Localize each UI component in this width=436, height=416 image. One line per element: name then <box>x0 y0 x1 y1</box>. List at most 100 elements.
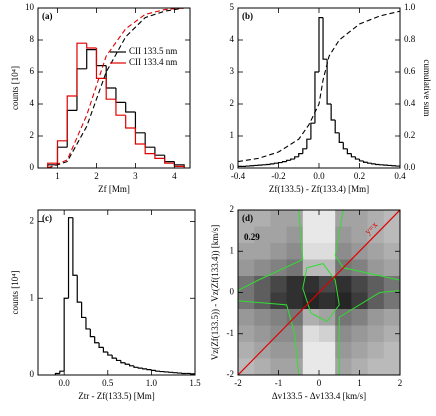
heatmap-cell <box>351 358 369 375</box>
histogram-step <box>150 369 156 371</box>
y-tick-label: 1 <box>230 130 235 140</box>
heatmap-cell <box>383 243 400 260</box>
histogram-step <box>146 368 152 371</box>
histogram-step <box>47 162 58 168</box>
heatmap-cell <box>302 358 320 375</box>
heatmap-cell <box>367 309 385 326</box>
histogram-step <box>125 115 136 129</box>
histogram-step <box>105 78 116 100</box>
histogram-step <box>144 144 155 155</box>
histogram-step <box>89 328 95 338</box>
cumulative-line <box>238 10 400 163</box>
histogram-step <box>120 360 126 364</box>
heatmap-cell <box>367 276 385 293</box>
histogram-step <box>102 347 108 353</box>
histogram-step <box>66 95 77 141</box>
heatmap-cell <box>302 325 320 343</box>
heatmap-cell <box>351 292 369 310</box>
heatmap-cell <box>254 226 271 244</box>
histogram-step <box>142 368 148 370</box>
y-tick-label: 0 <box>230 162 235 172</box>
histogram-step <box>134 128 146 145</box>
x-tick-label: 1.0 <box>146 378 158 388</box>
x-tick-label: 0.5 <box>102 378 114 388</box>
heatmap-cell <box>238 259 255 277</box>
histogram-step <box>238 165 243 168</box>
histogram-step <box>76 68 87 111</box>
x-tick-label: 3 <box>133 171 138 181</box>
heatmap-cell <box>319 309 336 326</box>
heatmap-cell <box>286 259 304 277</box>
histogram-step <box>290 158 295 161</box>
heatmap-cell <box>319 342 336 359</box>
heatmap-cell <box>238 342 255 359</box>
heatmap-cell <box>238 243 255 260</box>
y-axis-label: counts [10⁴] <box>10 271 20 315</box>
heatmap-cell <box>270 292 288 310</box>
histogram-step <box>173 161 185 168</box>
x-tick-label: 0.2 <box>354 171 365 181</box>
histogram-step <box>302 148 307 154</box>
heatmap-cell <box>335 276 352 293</box>
x-tick-label: 0 <box>317 378 322 388</box>
histogram-step <box>95 48 107 79</box>
x-tick-label: 1.5 <box>189 378 201 388</box>
panel-label: (d) <box>242 213 253 223</box>
heatmap-cell <box>270 226 288 244</box>
heatmap-cell <box>351 226 369 244</box>
heatmap-cell <box>286 210 304 227</box>
heatmap-cell <box>238 226 255 244</box>
y-tick-label: 3 <box>230 66 235 76</box>
heatmap-cell <box>319 358 336 375</box>
heatmap-cell <box>270 309 288 326</box>
histogram-step <box>54 372 60 375</box>
reference-line <box>238 210 400 375</box>
x-axis-label: Ztr - Zf(133.5) [Mm] <box>78 391 154 401</box>
heatmap-cell <box>335 342 352 359</box>
heatmap-cell <box>383 342 400 359</box>
y-tick-label: 8 <box>30 34 35 44</box>
annotation: 0.29 <box>244 232 260 242</box>
heatmap-cell <box>319 325 336 343</box>
legend-label: CII 133.4 nm <box>129 57 177 67</box>
histogram-step <box>124 362 130 365</box>
y-tick-label: 2 <box>30 216 35 226</box>
heatmap-cell <box>351 259 369 277</box>
heatmap-cell <box>351 276 369 293</box>
histogram-step <box>334 120 340 134</box>
x-tick-label: -1 <box>275 378 283 388</box>
histogram-step <box>346 148 352 155</box>
histogram-step <box>362 160 368 163</box>
heatmap-cell <box>319 243 336 260</box>
heatmap-cell <box>286 342 304 359</box>
x-tick-label: -0.2 <box>271 171 285 181</box>
axes-frame <box>37 209 196 376</box>
x-axis-label: Δv133.5 - Δv133.4 [km/s] <box>272 391 366 401</box>
heatmap-cell <box>351 309 369 326</box>
x-tick-label: 4 <box>172 171 177 181</box>
x-tick-label: 0.0 <box>313 171 325 181</box>
heatmap-cell <box>383 325 400 343</box>
heatmap-cell <box>302 243 320 260</box>
plot-area <box>54 217 195 375</box>
histogram-step <box>133 365 139 368</box>
heatmap-cell <box>367 210 385 227</box>
x-tick-label: 0.4 <box>394 171 406 181</box>
heatmap-cell <box>383 358 400 375</box>
heatmap-cell <box>254 292 271 310</box>
histogram-step <box>137 367 143 369</box>
histogram-step <box>72 217 78 276</box>
heatmap-cell <box>367 342 385 359</box>
histogram-step <box>94 336 100 344</box>
histogram-step <box>98 342 104 348</box>
histogram-step <box>395 165 400 168</box>
heatmap-cell <box>302 309 320 326</box>
y-tick-label: 4 <box>230 34 235 44</box>
contour <box>334 210 400 375</box>
heatmap-cell <box>302 226 320 244</box>
heatmap-cell <box>254 259 271 277</box>
panel: 0.0 0.5 1.0 1.5 0 1 2 Ztr - Zf(133.5) [Mm] count… <box>10 209 201 401</box>
heatmap-cell <box>367 358 385 375</box>
y2-axis-label: cumulative sum <box>422 59 432 116</box>
